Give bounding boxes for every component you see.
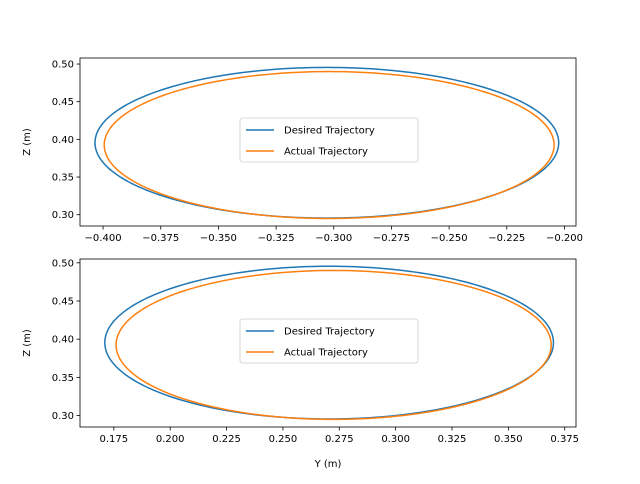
x-tick-label: 0.300: [381, 434, 410, 445]
legend-label-desired: Desired Trajectory: [284, 126, 375, 137]
x-tick-label: −0.300: [315, 233, 352, 244]
subplot-2: 0.175 0.200 0.225 0.250 0.275 0.300 0.325 0.350…: [22, 258, 579, 470]
y-tick-label: 0.40: [52, 335, 74, 346]
series-line-desired: [104, 265, 555, 420]
x-tick-label: 0.325: [438, 434, 467, 445]
x-tick-label: 0.225: [212, 434, 241, 445]
x-tick-label: −0.200: [546, 233, 583, 244]
x-tick-label: 0.250: [269, 434, 298, 445]
legend-label-actual: Actual Trajectory: [284, 348, 368, 359]
axes-frame: [79, 258, 577, 428]
legend-label-actual: Actual Trajectory: [284, 147, 368, 158]
x-tick-label: 0.175: [99, 434, 128, 445]
legend-box: [239, 318, 419, 364]
axes-frame: [79, 57, 577, 227]
x-tick-label: 0.275: [325, 434, 354, 445]
x-tick-label: −0.325: [258, 233, 295, 244]
x-tick-label: −0.400: [85, 233, 122, 244]
series-line-actual: [103, 70, 555, 220]
y-tick-label: 0.30: [52, 210, 74, 221]
y-tick-label: 0.35: [52, 173, 74, 184]
legend-box: [239, 117, 419, 163]
y-axis-label: Z (m): [22, 329, 33, 357]
y-tick-label: 0.50: [52, 258, 74, 269]
y-tick-label: 0.45: [52, 97, 74, 108]
y-tick-label: 0.50: [52, 60, 74, 71]
legend: Desired Trajectory Actual Trajectory: [239, 318, 419, 364]
x-tick-label: 0.375: [550, 434, 579, 445]
x-tick-label: −0.250: [431, 233, 468, 244]
series-line-actual: [115, 269, 552, 421]
x-tick-label: 0.350: [494, 434, 523, 445]
y-axis-label: Z (m): [22, 128, 33, 156]
y-tick-label: 0.40: [52, 135, 74, 146]
x-tick-label: −0.225: [488, 233, 525, 244]
y-tick-label: 0.30: [52, 411, 74, 422]
x-tick-label: −0.350: [200, 233, 237, 244]
x-axis-label: Y (m): [314, 459, 342, 470]
legend-label-desired: Desired Trajectory: [284, 327, 375, 338]
x-tick-label: −0.375: [142, 233, 179, 244]
y-tick-label: 0.35: [52, 373, 74, 384]
legend: Desired Trajectory Actual Trajectory: [239, 117, 419, 163]
y-tick-label: 0.45: [52, 297, 74, 308]
subplot-1: −0.400 −0.375 −0.350 −0.325 −0.300 −0.275 −0.2…: [22, 57, 583, 244]
x-tick-label: −0.275: [373, 233, 410, 244]
x-tick-label: 0.200: [156, 434, 185, 445]
